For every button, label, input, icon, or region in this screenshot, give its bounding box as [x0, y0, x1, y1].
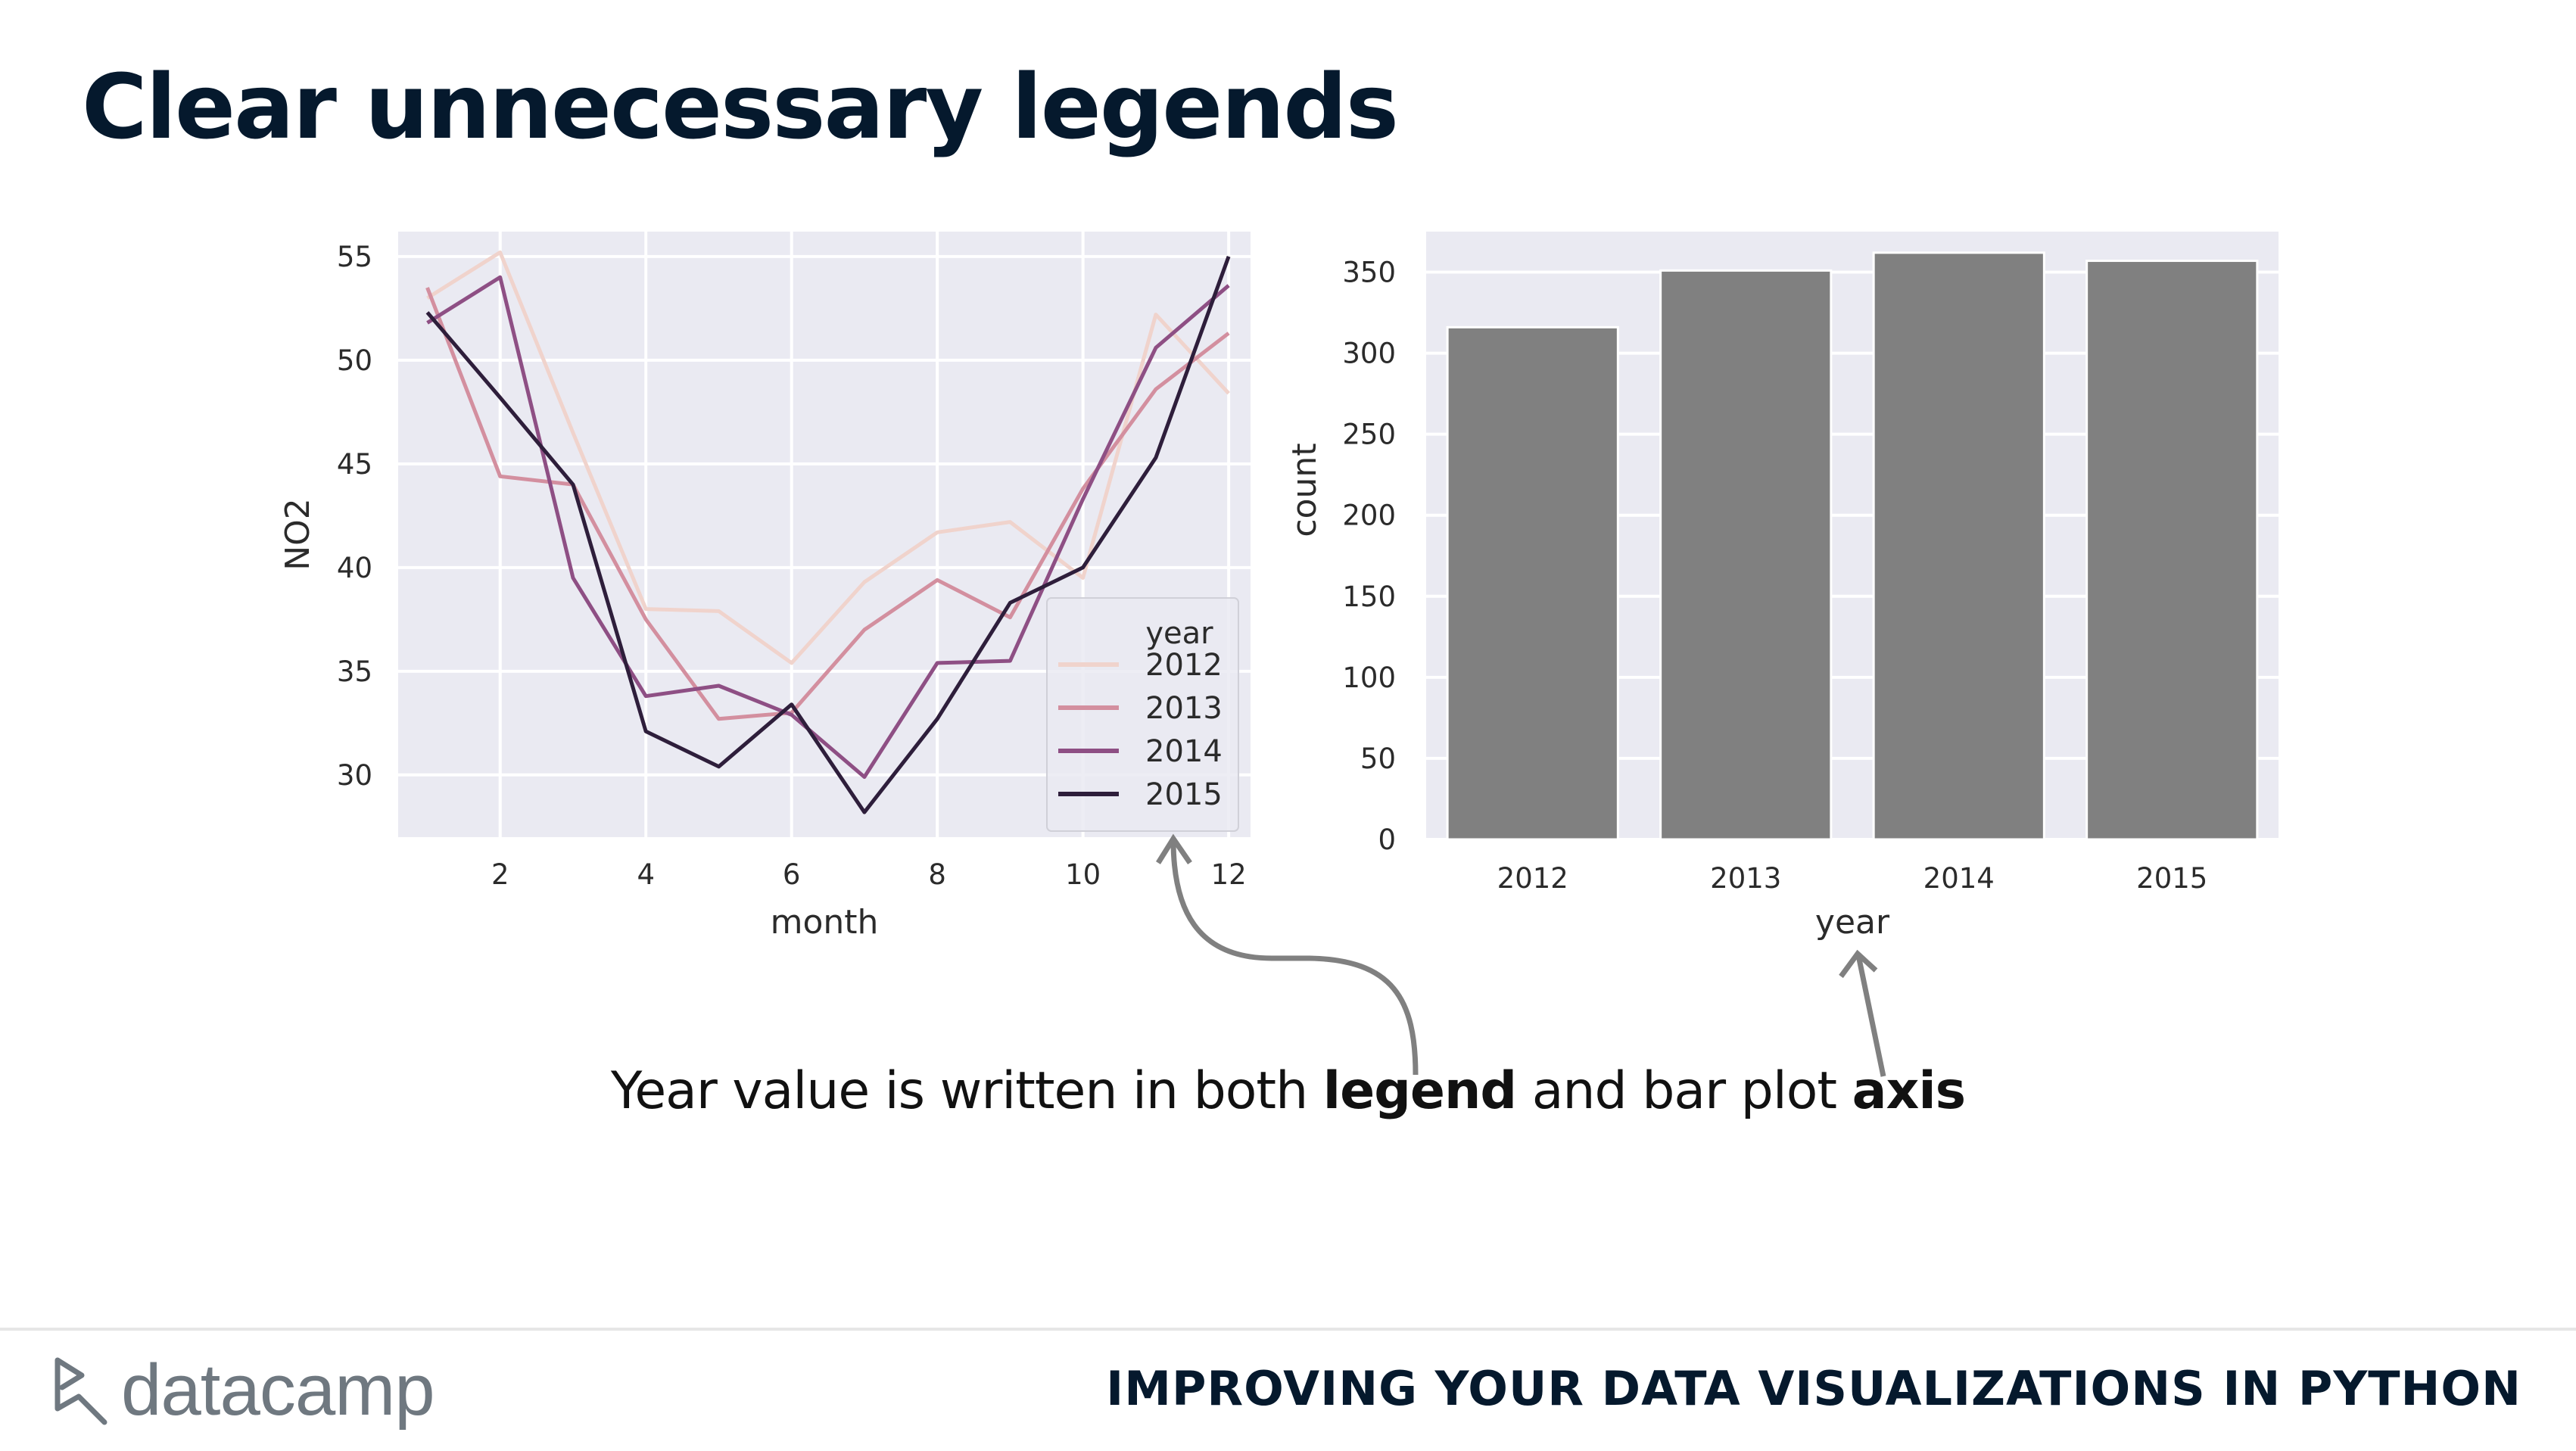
- y-tick-label: 250: [1342, 419, 1396, 451]
- x-tick-label: 2014: [1923, 862, 1995, 895]
- legend-label-2013: 2013: [1145, 691, 1223, 726]
- bar-2014: [1872, 251, 2045, 841]
- legend-label-2014: 2014: [1145, 734, 1223, 769]
- y-tick-label: 0: [1378, 824, 1396, 856]
- y-tick-label: 350: [1342, 257, 1396, 289]
- y-tick-label: 30: [337, 759, 372, 792]
- x-tick-label: 6: [783, 858, 801, 891]
- bar-2012: [1446, 325, 1619, 841]
- bar-2013: [1659, 269, 1833, 841]
- slide-title: Clear unnecessary legends: [82, 54, 1399, 159]
- series-line-2012: [426, 250, 1230, 665]
- footer-divider: [0, 1328, 2576, 1331]
- datacamp-logo: datacamp: [51, 1349, 435, 1432]
- y-axis-label: NO2: [279, 498, 317, 571]
- x-tick-label: 2013: [1710, 862, 1781, 895]
- logo-text: datacamp: [121, 1350, 435, 1431]
- x-tick-label: 4: [637, 858, 655, 891]
- y-axis-label: count: [1285, 443, 1324, 537]
- x-tick-label: 2015: [2136, 862, 2207, 895]
- x-tick-label: 10: [1065, 858, 1101, 891]
- datacamp-logo-icon: [55, 1357, 107, 1425]
- caption-bold-legend: legend: [1322, 1061, 1517, 1121]
- axis-pointer-arrow: [1855, 954, 1886, 1077]
- x-tick-label: 12: [1211, 858, 1247, 891]
- x-tick-label: 2012: [1497, 862, 1568, 895]
- x-tick-label: 2: [491, 858, 509, 891]
- caption-text-2: and bar plot: [1516, 1061, 1852, 1121]
- axis-pointer-arrowhead: [1839, 949, 1878, 979]
- y-tick-label: 50: [1360, 743, 1396, 775]
- caption: Year value is written in both legend and…: [0, 1061, 2576, 1121]
- legend-box: [1046, 597, 1239, 832]
- y-tick-label: 150: [1342, 581, 1396, 613]
- y-tick-label: 40: [337, 552, 372, 584]
- legend-label-2012: 2012: [1145, 648, 1223, 683]
- y-tick-label: 300: [1342, 338, 1396, 370]
- x-axis-label: year: [1815, 903, 1890, 942]
- x-axis-label: month: [771, 903, 879, 942]
- bar-chart: 0 50 100 150 200 250 300 350 2012 2013 2014 2015 yea…: [1285, 232, 2279, 942]
- legend-title: year: [1145, 616, 1213, 651]
- y-tick-label: 200: [1342, 500, 1396, 532]
- y-tick-label: 55: [337, 241, 372, 273]
- series-line-2015: [425, 256, 1231, 814]
- y-tick-label: 35: [337, 655, 372, 688]
- series-line-2014: [426, 275, 1230, 779]
- caption-text-1: Year value is written in both: [610, 1061, 1323, 1121]
- legend-pointer-arrow: [1170, 839, 1419, 1076]
- course-title: IMPROVING YOUR DATA VISUALIZATIONS IN PY…: [1106, 1361, 2521, 1416]
- y-tick-label: 50: [337, 344, 372, 377]
- bar-2015: [2085, 260, 2259, 841]
- y-tick-label: 100: [1342, 662, 1396, 694]
- y-tick-label: 45: [337, 448, 372, 481]
- annotation-arrows: [1156, 833, 1886, 1077]
- caption-bold-axis: axis: [1852, 1061, 1967, 1121]
- x-tick-label: 8: [928, 858, 946, 891]
- legend-label-2015: 2015: [1145, 777, 1223, 812]
- legend-pointer-arrowhead: [1156, 833, 1192, 864]
